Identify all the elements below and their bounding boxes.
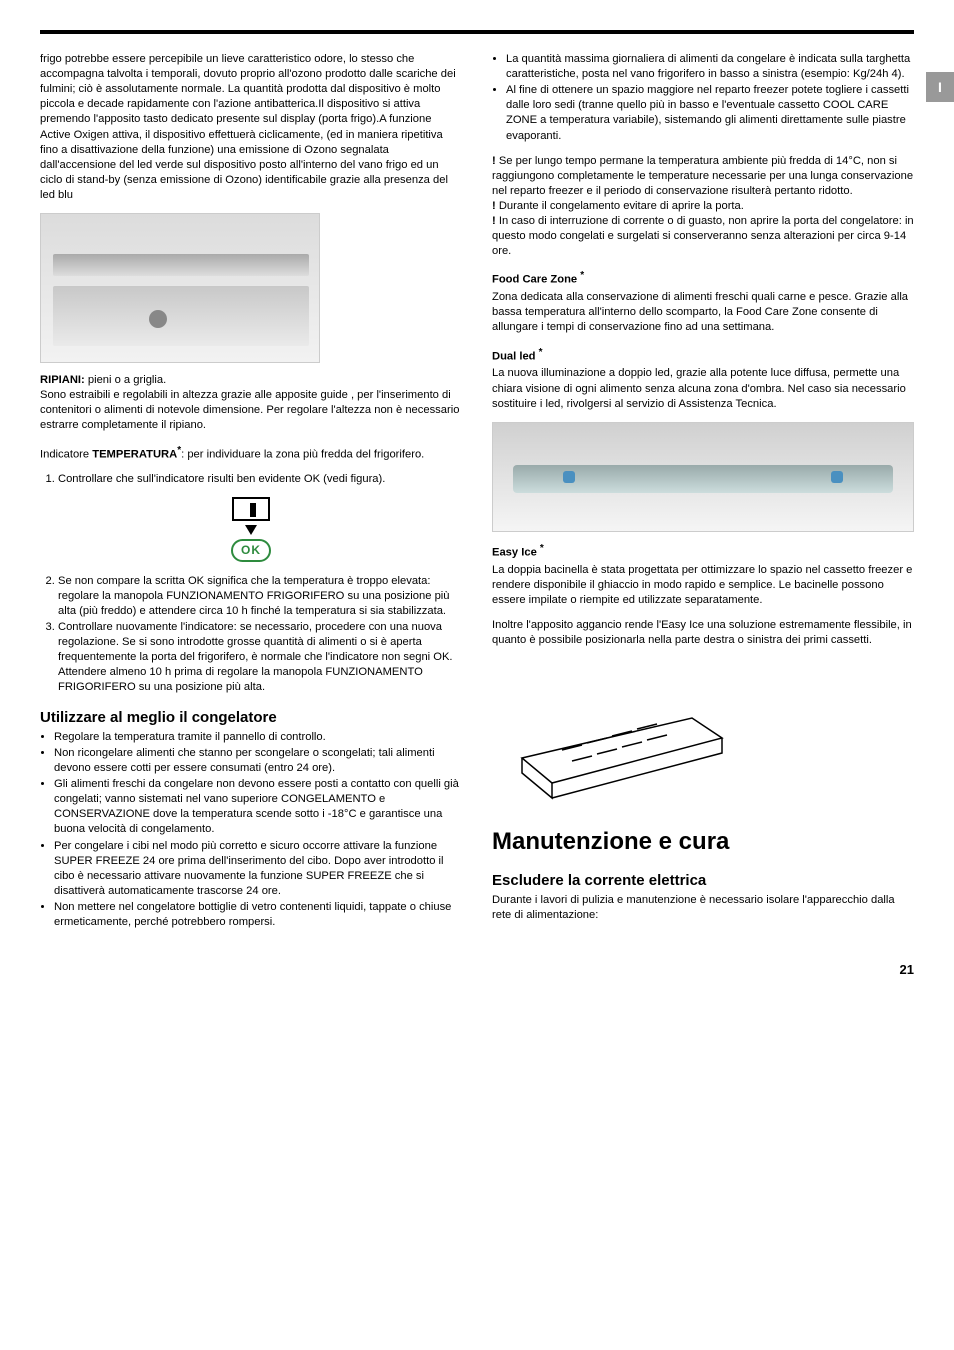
list-item: Non ricongelare alimenti che stanno per …: [54, 746, 462, 776]
warn-text: Durante il congelamento evitare di aprir…: [496, 200, 744, 212]
escludere-text: Durante i lavori di pulizia e manutenzio…: [492, 893, 914, 923]
dual-text: La nuova illuminazione a doppio led, gra…: [492, 366, 914, 411]
list-item: Controllare che sull'indicatore risulti …: [58, 472, 462, 487]
dual-led-heading: Dual led *: [492, 346, 914, 365]
easy-text-1: La doppia bacinella è stata progettata p…: [492, 563, 914, 608]
temp-label: TEMPERATURA: [92, 448, 177, 460]
easy-ice-heading: Easy Ice *: [492, 542, 914, 561]
ok-indicator-illustration: OK: [221, 497, 281, 561]
list-item: Regolare la temperatura tramite il panne…: [54, 730, 462, 745]
right-top-bullets: La quantità massima giornaliera di alime…: [492, 52, 914, 144]
dual-led-illustration: [492, 422, 914, 532]
freezer-heading: Utilizzare al meglio il congelatore: [40, 708, 462, 728]
list-item: Al fine di ottenere un spazio maggiore n…: [506, 83, 914, 143]
right-column: La quantità massima giornaliera di alime…: [492, 52, 914, 940]
top-rule: [40, 30, 914, 34]
ripiani-text: Sono estraibili e regolabili in altezza …: [40, 389, 459, 431]
temperature-steps-cont: Se non compare la scritta OK significa c…: [40, 574, 462, 696]
list-item: La quantità massima giornaliera di alime…: [506, 52, 914, 82]
star-icon: *: [580, 270, 584, 281]
food-care-zone-heading: Food Care Zone *: [492, 269, 914, 288]
dual-title-text: Dual led: [492, 350, 536, 362]
list-item: Se non compare la scritta OK significa c…: [58, 574, 462, 619]
temperatura-block: Indicatore TEMPERATURA*: per individuare…: [40, 444, 462, 463]
ripiani-label: RIPIANI:: [40, 374, 85, 386]
ripiani-rest: pieni o a griglia.: [85, 374, 166, 386]
page-number: 21: [40, 962, 914, 977]
shelf-illustration: [40, 213, 320, 363]
warnings-block: ! Se per lungo tempo permane la temperat…: [492, 154, 914, 260]
list-item: Non mettere nel congelatore bottiglie di…: [54, 900, 462, 930]
ok-badge: OK: [231, 539, 271, 561]
left-column: frigo potrebbe essere percepibile un lie…: [40, 52, 462, 940]
freezer-bullets: Regolare la temperatura tramite il panne…: [40, 730, 462, 930]
list-item: Gli alimenti freschi da congelare non de…: [54, 777, 462, 837]
maintenance-heading: Manutenzione e cura: [492, 826, 914, 858]
temp-suffix: : per individuare la zona più fredda del…: [181, 448, 424, 460]
star-icon: *: [540, 543, 544, 554]
easy-title-text: Easy Ice: [492, 547, 537, 559]
intro-paragraph: frigo potrebbe essere percepibile un lie…: [40, 52, 462, 203]
star-icon: *: [539, 347, 543, 358]
content-columns: frigo potrebbe essere percepibile un lie…: [40, 52, 914, 940]
fcz-title-text: Food Care Zone: [492, 274, 577, 286]
ripiani-block: RIPIANI: pieni o a griglia. Sono estraib…: [40, 373, 462, 433]
temperature-steps: Controllare che sull'indicatore risulti …: [40, 472, 462, 487]
list-item: Per congelare i cibi nel modo più corret…: [54, 839, 462, 899]
warn-text: In caso di interruzione di corrente o di…: [492, 215, 914, 257]
easy-ice-illustration: [492, 658, 752, 808]
temp-prefix: Indicatore: [40, 448, 92, 460]
escludere-heading: Escludere la corrente elettrica: [492, 871, 914, 891]
language-tab: I: [926, 72, 954, 102]
warn-text: Se per lungo tempo permane la temperatur…: [492, 155, 913, 197]
list-item: Controllare nuovamente l'indicatore: se …: [58, 620, 462, 696]
easy-text-2: Inoltre l'apposito aggancio rende l'Easy…: [492, 618, 914, 648]
fcz-text: Zona dedicata alla conservazione di alim…: [492, 290, 914, 335]
